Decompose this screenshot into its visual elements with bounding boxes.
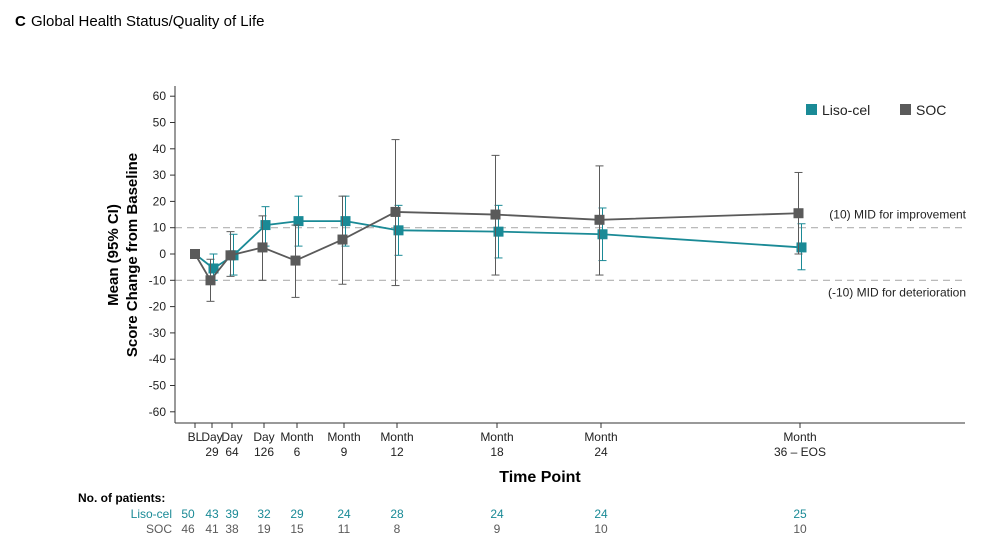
y-tick-label: 60	[153, 89, 167, 103]
x-tick-label-line2: 24	[594, 445, 608, 459]
patients-count: 24	[490, 507, 504, 521]
data-point	[796, 242, 807, 253]
patients-row-label: Liso-cel	[131, 507, 172, 521]
data-point	[190, 249, 200, 259]
x-axis-title: Time Point	[499, 469, 581, 486]
legend-label: SOC	[916, 102, 946, 118]
x-tick-label: Month	[480, 430, 513, 444]
patients-count: 19	[257, 522, 271, 536]
y-tick-label: -40	[149, 352, 167, 366]
y-tick-label: 30	[153, 168, 167, 182]
y-tick-label: 10	[153, 221, 167, 235]
data-point	[393, 225, 404, 236]
data-point	[208, 263, 219, 274]
patients-title: No. of patients:	[78, 491, 165, 505]
y-tick-label: -20	[149, 300, 167, 314]
y-tick-label: 0	[159, 247, 166, 261]
x-tick-label-line2: 64	[225, 445, 239, 459]
reference-line-label: (-10) MID for deterioration	[828, 285, 966, 299]
x-tick-label-line2: 9	[341, 445, 348, 459]
legend-swatch	[806, 104, 817, 115]
patients-count: 32	[257, 507, 271, 521]
patients-count: 28	[390, 507, 404, 521]
data-point	[260, 220, 271, 231]
x-tick-label-line2: 36 – EOS	[774, 445, 826, 459]
x-tick-label-line2: 18	[490, 445, 504, 459]
patients-count: 8	[394, 522, 401, 536]
y-tick-label: 20	[153, 194, 167, 208]
x-tick-label: Day	[253, 430, 274, 444]
plot-area: (10) MID for improvement (-10) MID for de…	[149, 86, 967, 459]
y-tick-label: -30	[149, 326, 167, 340]
legend-label: Liso-cel	[822, 102, 870, 118]
patients-count: 15	[290, 522, 304, 536]
data-point	[340, 216, 351, 227]
data-point	[337, 234, 348, 245]
legend-swatch	[900, 104, 911, 115]
data-point	[205, 275, 216, 286]
patients-count: 50	[181, 507, 195, 521]
data-point	[390, 206, 401, 217]
y-tick-label: -10	[149, 273, 167, 287]
data-point	[290, 255, 301, 266]
data-point	[293, 216, 304, 227]
data-point	[225, 250, 236, 261]
patients-count: 24	[594, 507, 608, 521]
series-line-lisocel	[194, 220, 802, 270]
patients-count: 29	[290, 507, 304, 521]
y-axis-title-line1: Mean (95% CI)	[105, 204, 122, 306]
patients-row-label: SOC	[146, 522, 172, 536]
x-tick-label: Day	[201, 430, 222, 444]
patients-count: 46	[181, 522, 195, 536]
patients-count: 41	[205, 522, 219, 536]
series-line-soc	[194, 211, 799, 282]
data-point	[493, 226, 504, 237]
x-tick-label: BL	[188, 430, 203, 444]
x-tick-label-line2: 29	[205, 445, 219, 459]
data-point	[490, 209, 501, 220]
data-point	[793, 208, 804, 219]
x-tick-label: Month	[380, 430, 413, 444]
patients-count: 38	[225, 522, 239, 536]
data-point	[594, 214, 605, 225]
y-tick-label: 50	[153, 116, 167, 130]
data-point	[257, 242, 268, 253]
patients-count: 25	[793, 507, 807, 521]
y-tick-label: 40	[153, 142, 167, 156]
patients-count: 24	[337, 507, 351, 521]
x-tick-label-line2: 126	[254, 445, 274, 459]
patients-count: 11	[338, 522, 351, 536]
x-tick-label-line2: 12	[390, 445, 404, 459]
x-tick-label: Month	[584, 430, 617, 444]
panel-letter: C	[15, 13, 26, 30]
y-tick-label: -60	[149, 405, 167, 419]
x-tick-label: Month	[280, 430, 313, 444]
x-tick-label: Day	[221, 430, 242, 444]
patients-count: 10	[793, 522, 807, 536]
panel-title: Global Health Status/Quality of Life	[31, 13, 264, 30]
patients-count: 10	[594, 522, 608, 536]
x-tick-label: Month	[327, 430, 360, 444]
y-tick-label: -50	[149, 379, 167, 393]
data-point	[597, 229, 608, 240]
reference-line-label: (10) MID for improvement	[829, 208, 966, 222]
x-tick-label: Month	[783, 430, 816, 444]
patients-count: 43	[205, 507, 219, 521]
patients-count: 9	[494, 522, 501, 536]
y-axis-title-line2: Score Change from Baseline	[124, 153, 141, 357]
patients-count: 39	[225, 507, 239, 521]
x-tick-label-line2: 6	[294, 445, 301, 459]
